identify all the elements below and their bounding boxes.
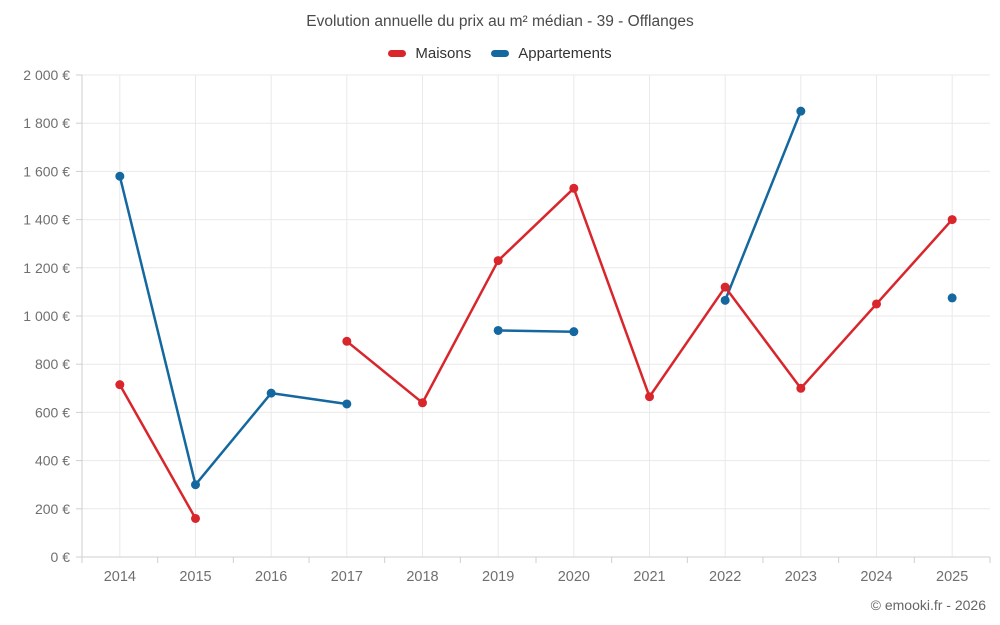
y-tick-label: 1 200 € <box>23 260 70 276</box>
series-line-appartements <box>120 111 952 485</box>
copyright-credit: © emooki.fr - 2026 <box>870 597 986 613</box>
x-tick-label: 2019 <box>482 569 514 585</box>
x-tick-label: 2024 <box>860 569 892 585</box>
x-tick-label: 2021 <box>633 569 665 585</box>
y-tick-label: 800 € <box>35 356 70 372</box>
y-tick-label: 200 € <box>35 501 70 517</box>
data-point-maisons-2022[interactable] <box>720 282 730 292</box>
y-tick-label: 1 000 € <box>23 308 70 324</box>
y-tick-label: 1 400 € <box>23 212 70 228</box>
data-point-maisons-2017[interactable] <box>342 336 352 346</box>
y-tick-label: 1 800 € <box>23 115 70 131</box>
series-line-maisons <box>118 187 954 520</box>
x-tick-label: 2023 <box>785 569 817 585</box>
legend-item-appartements[interactable]: Appartements <box>491 45 612 62</box>
y-tick-label: 600 € <box>35 404 70 420</box>
x-tick-label: 2025 <box>936 569 968 585</box>
legend-label-appartements: Appartements <box>518 45 612 62</box>
data-point-maisons-2021[interactable] <box>645 392 654 402</box>
data-point-appartements-2022[interactable] <box>720 295 730 305</box>
data-point-maisons-2015[interactable] <box>191 513 200 523</box>
data-point-appartements-2020[interactable] <box>569 327 579 337</box>
y-tick-label: 2 000 € <box>23 67 70 83</box>
appartements-color-swatch-icon <box>491 50 510 57</box>
y-tick-label: 1 600 € <box>23 163 70 179</box>
legend-label-maisons: Maisons <box>415 45 472 62</box>
x-tick-label: 2014 <box>104 569 136 585</box>
legend-item-maisons[interactable]: Maisons <box>388 45 471 62</box>
x-tick-label: 2022 <box>709 569 741 585</box>
data-point-maisons-2025[interactable] <box>947 215 957 225</box>
data-point-maisons-2020[interactable] <box>569 183 579 193</box>
data-point-maisons-2018[interactable] <box>418 398 427 408</box>
x-tick-label: 2015 <box>179 569 211 585</box>
data-point-appartements-2025[interactable] <box>947 293 957 303</box>
data-point-appartements-2016[interactable] <box>266 388 276 398</box>
data-point-appartements-2023[interactable] <box>796 106 806 116</box>
data-point-maisons-2024[interactable] <box>872 299 881 309</box>
maisons-color-swatch-icon <box>388 50 407 57</box>
chart-title: Evolution annuelle du prix au m² médian … <box>306 13 694 30</box>
data-point-appartements-2015[interactable] <box>191 480 200 490</box>
data-point-appartements-2017[interactable] <box>342 399 352 409</box>
data-point-appartements-2019[interactable] <box>493 325 503 335</box>
x-tick-label: 2016 <box>255 569 287 585</box>
data-point-maisons-2019[interactable] <box>493 256 503 266</box>
data-point-maisons-2014[interactable] <box>115 380 125 390</box>
y-tick-label: 0 € <box>51 549 71 565</box>
data-point-appartements-2014[interactable] <box>115 171 125 181</box>
data-point-maisons-2023[interactable] <box>796 383 806 393</box>
x-tick-label: 2017 <box>331 569 363 585</box>
chart-legend: Maisons Appartements <box>0 45 1000 62</box>
x-tick-label: 2018 <box>406 569 438 585</box>
x-tick-label: 2020 <box>558 569 590 585</box>
y-tick-label: 400 € <box>35 453 70 469</box>
